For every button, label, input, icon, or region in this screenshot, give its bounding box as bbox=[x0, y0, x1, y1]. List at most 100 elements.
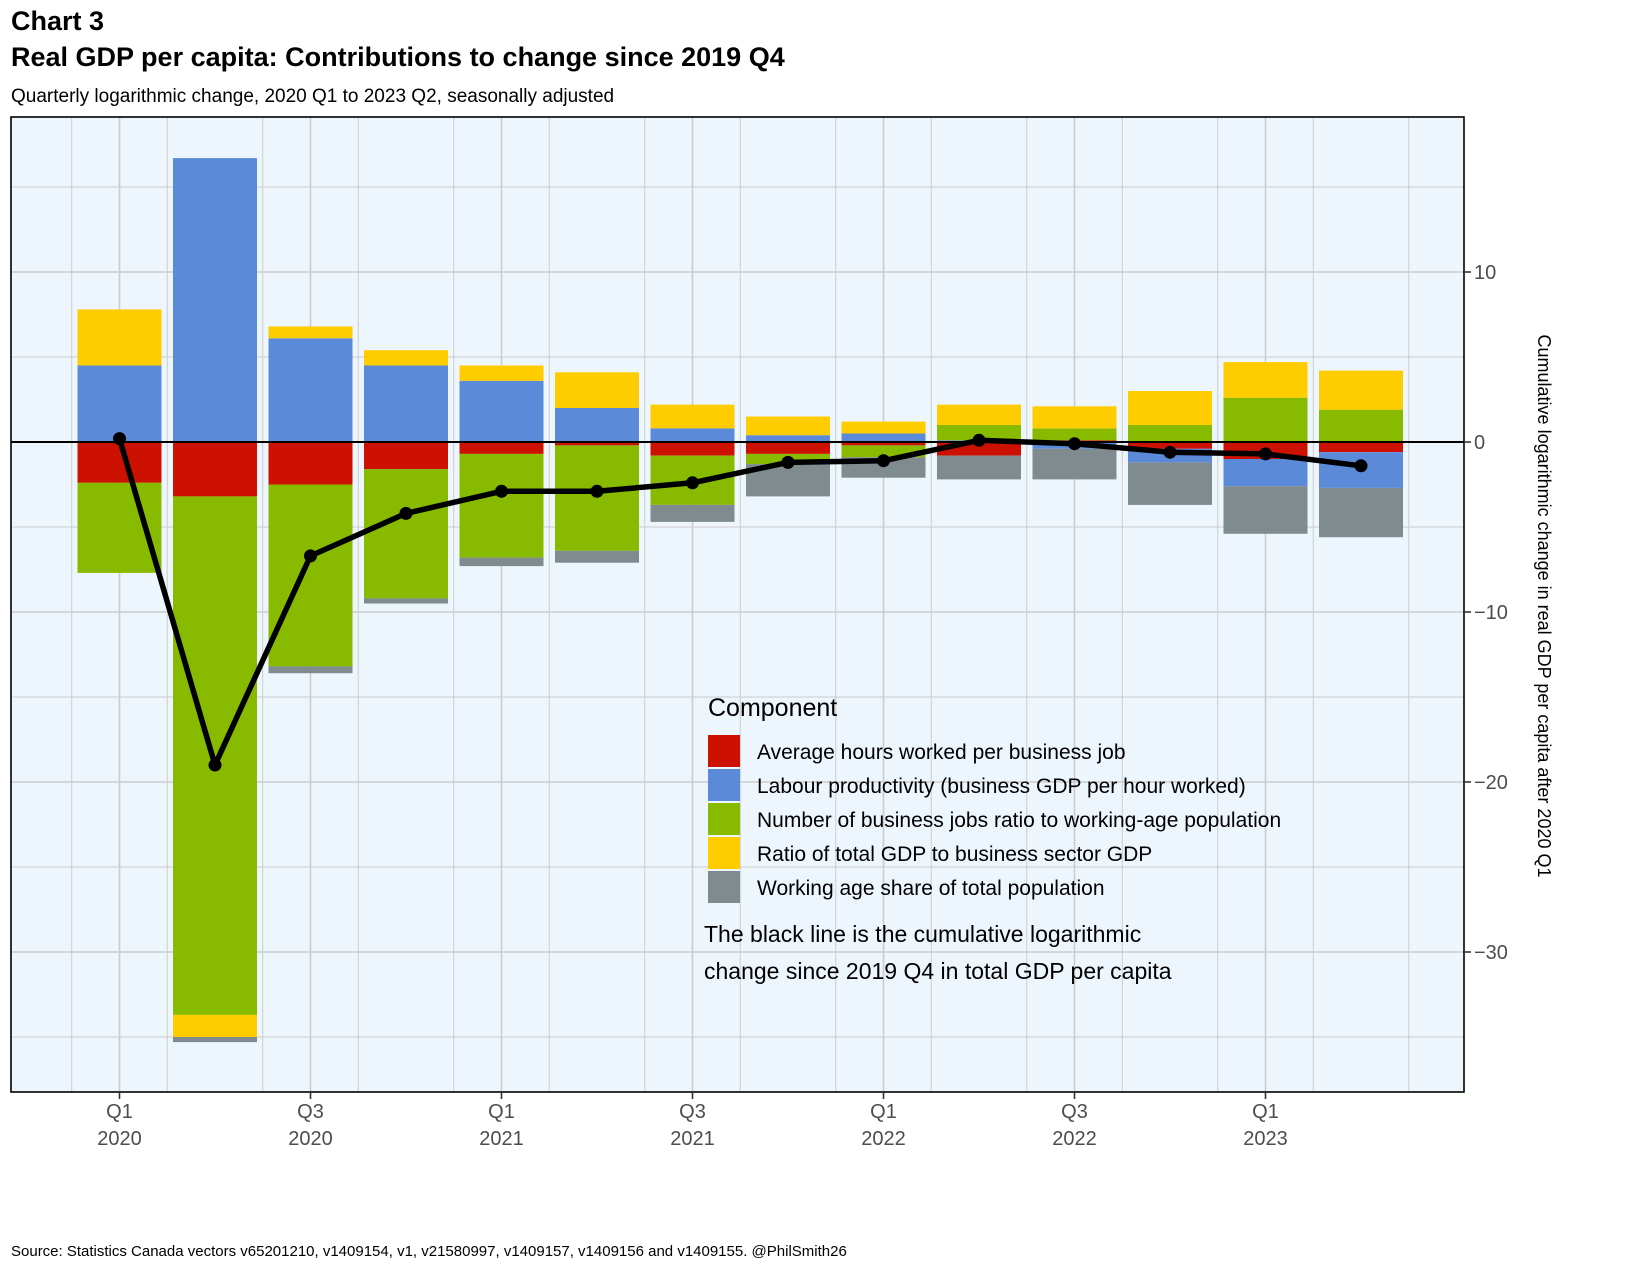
line-point bbox=[1354, 459, 1368, 473]
bar-segment-hours bbox=[1128, 442, 1212, 449]
bar-segment-jobs bbox=[1223, 397, 1308, 442]
x-tick-label-quarter: Q3 bbox=[1061, 1101, 1088, 1123]
bar-segment-hours bbox=[746, 442, 830, 454]
bar-segment-working_age bbox=[173, 1037, 257, 1043]
line-point bbox=[399, 506, 413, 520]
legend-label-gdp_ratio: Ratio of total GDP to business sector GD… bbox=[757, 843, 1152, 866]
bar-segment-working_age bbox=[1032, 448, 1117, 480]
bar-segment-gdp_ratio bbox=[937, 404, 1021, 425]
bar-segment-working_age bbox=[268, 666, 353, 674]
bar-segment-hours bbox=[841, 442, 926, 446]
bar-segment-gdp_ratio bbox=[1319, 370, 1403, 410]
line-point bbox=[877, 454, 890, 468]
bar-segment-hours bbox=[77, 442, 162, 483]
legend-key-working_age bbox=[708, 871, 740, 903]
legend-note-line-2: change since 2019 Q4 in total GDP per ca… bbox=[704, 958, 1172, 984]
bar-segment-hours bbox=[364, 442, 448, 470]
x-tick-label-year: 2023 bbox=[1243, 1128, 1288, 1150]
bar-segment-jobs bbox=[937, 425, 1021, 441]
chart-subtitle: Quarterly logarithmic change, 2020 Q1 to… bbox=[11, 86, 615, 107]
y-tick-label: 0 bbox=[1474, 432, 1485, 454]
line-point bbox=[1259, 447, 1272, 461]
bar-segment-jobs bbox=[268, 484, 353, 667]
chart-title: Real GDP per capita: Contributions to ch… bbox=[11, 42, 785, 72]
y-tick-label: −30 bbox=[1474, 942, 1508, 964]
x-tick-label-year: 2020 bbox=[97, 1128, 142, 1150]
bar-segment-gdp_ratio bbox=[268, 326, 353, 339]
bar-segment-gdp_ratio bbox=[1032, 406, 1117, 429]
line-point bbox=[208, 758, 222, 772]
legend-title: Component bbox=[708, 694, 837, 722]
legend-key-gdp_ratio bbox=[708, 837, 740, 869]
bar-segment-gdp_ratio bbox=[555, 372, 639, 408]
bar-segment-jobs bbox=[841, 445, 926, 458]
bar-segment-jobs bbox=[77, 482, 162, 573]
bar-segment-gdp_ratio bbox=[173, 1014, 257, 1037]
bar-segment-hours bbox=[173, 442, 257, 497]
bar-segment-working_age bbox=[1223, 486, 1308, 534]
bar-segment-jobs bbox=[459, 453, 544, 558]
x-tick-label-quarter: Q1 bbox=[106, 1101, 133, 1123]
bar-segment-productivity bbox=[746, 435, 830, 442]
bar-segment-gdp_ratio bbox=[459, 365, 544, 381]
bar-stack-layer bbox=[77, 158, 1403, 1043]
y-tick-label: 10 bbox=[1474, 262, 1496, 284]
bar-segment-jobs bbox=[364, 469, 448, 599]
bar-segment-productivity bbox=[364, 365, 448, 442]
bar-segment-jobs bbox=[1032, 428, 1117, 441]
bar-segment-working_age bbox=[1319, 487, 1403, 538]
line-point bbox=[781, 455, 795, 469]
legend-label-productivity: Labour productivity (business GDP per ho… bbox=[757, 775, 1246, 798]
line-point bbox=[113, 432, 126, 446]
cumulative-line bbox=[116, 437, 1362, 768]
legend-label-working_age: Working age share of total population bbox=[757, 877, 1105, 900]
bar-segment-productivity bbox=[268, 338, 353, 442]
bar-segment-jobs bbox=[1128, 425, 1212, 442]
x-tick-label-year: 2020 bbox=[288, 1128, 333, 1150]
chart-plot: 10 0 −10 −20 −30 Q1 2020 Q3 2020 Q1 2021 Q3 2021 Q1 20… bbox=[10, 116, 1554, 1150]
chart-label: Chart 3 bbox=[11, 6, 105, 36]
bar-segment-working_age bbox=[459, 557, 544, 567]
y-axis-title: Cumulative logarithmic change in real GD… bbox=[1534, 335, 1554, 878]
legend-label-jobs: Number of business jobs ratio to working… bbox=[757, 809, 1281, 832]
line-point bbox=[686, 476, 699, 490]
x-tick-label-quarter: Q1 bbox=[870, 1101, 897, 1123]
bar-segment-hours bbox=[459, 442, 544, 454]
axes: 10 0 −10 −20 −30 Q1 2020 Q3 2020 Q1 2021 Q3 2021 Q1 20… bbox=[97, 262, 1508, 1150]
line-point bbox=[972, 433, 986, 447]
line-point bbox=[590, 484, 604, 498]
bar-segment-working_age bbox=[364, 598, 448, 604]
bar-segment-gdp_ratio bbox=[1128, 391, 1212, 425]
x-tick-label-quarter: Q1 bbox=[488, 1101, 515, 1123]
x-tick-label-quarter: Q1 bbox=[1252, 1101, 1279, 1123]
y-tick-label: −20 bbox=[1474, 772, 1508, 794]
bar-segment-hours bbox=[268, 442, 353, 485]
bar-segment-productivity bbox=[555, 408, 639, 442]
bar-segment-hours bbox=[650, 442, 735, 456]
bar-segment-hours bbox=[1319, 442, 1403, 453]
panel-border bbox=[10, 116, 1465, 1093]
bar-segment-productivity bbox=[459, 380, 544, 442]
legend-note-line-1: The black line is the cumulative logarit… bbox=[704, 921, 1141, 947]
bar-segment-gdp_ratio bbox=[1223, 362, 1308, 398]
bar-segment-gdp_ratio bbox=[841, 421, 926, 434]
bar-segment-productivity bbox=[77, 365, 162, 442]
line-point bbox=[1163, 445, 1177, 459]
legend-key-jobs bbox=[708, 803, 740, 835]
bar-segment-productivity bbox=[841, 433, 926, 442]
x-tick-label-year: 2021 bbox=[479, 1128, 524, 1150]
legend: Component The black line is the cumulati… bbox=[704, 694, 1281, 984]
line-point bbox=[1068, 437, 1081, 451]
bar-segment-working_age bbox=[937, 455, 1021, 480]
bar-segment-jobs bbox=[1319, 409, 1403, 442]
legend-label-hours: Average hours worked per business job bbox=[757, 741, 1126, 764]
x-tick-label-year: 2022 bbox=[1052, 1128, 1097, 1150]
legend-key-productivity bbox=[708, 769, 740, 801]
source-note: Source: Statistics Canada vectors v65201… bbox=[11, 1243, 847, 1260]
bar-segment-productivity bbox=[1223, 459, 1308, 487]
bar-segment-productivity bbox=[650, 428, 735, 442]
y-tick-label: −10 bbox=[1474, 602, 1508, 624]
bar-segment-gdp_ratio bbox=[77, 309, 162, 366]
bar-segment-hours bbox=[555, 442, 639, 446]
x-tick-label-year: 2021 bbox=[670, 1128, 715, 1150]
